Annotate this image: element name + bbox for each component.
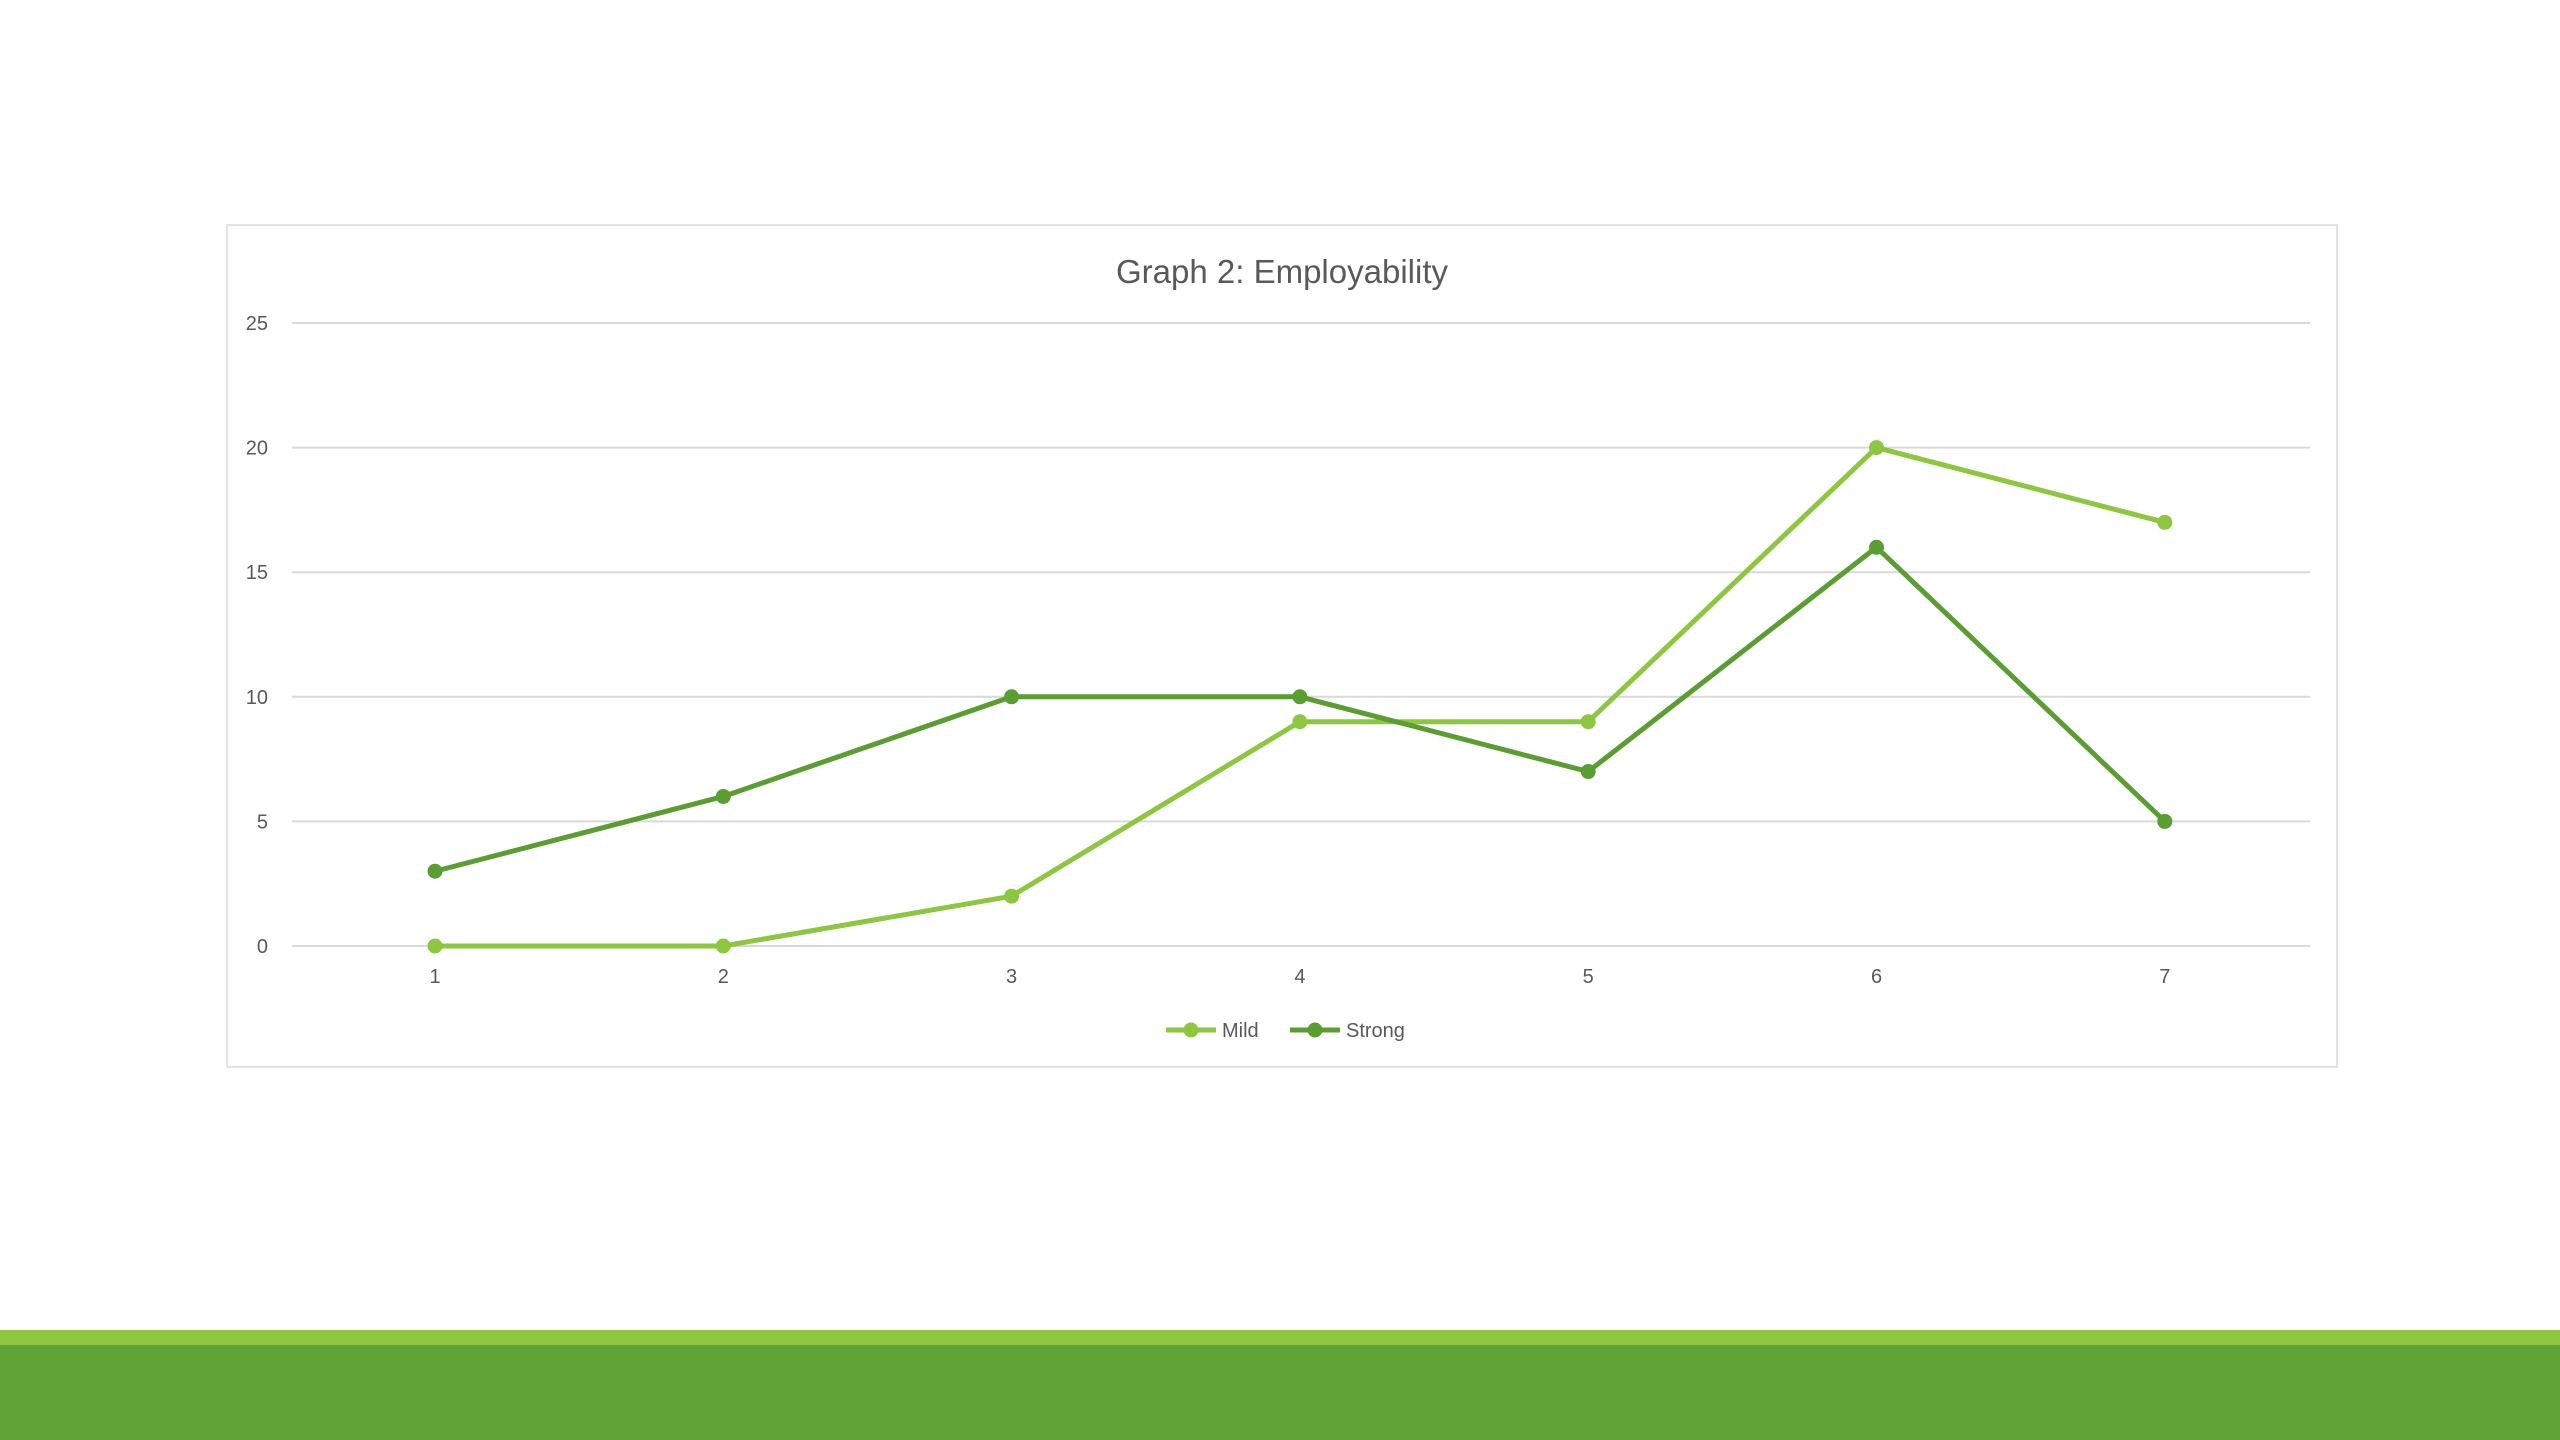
footer-band xyxy=(0,1345,2560,1440)
data-point xyxy=(427,863,443,879)
legend-swatch-marker xyxy=(1307,1022,1323,1038)
x-tick-label: 6 xyxy=(1871,966,1882,988)
y-tick-label: 15 xyxy=(246,562,268,584)
x-tick-label: 5 xyxy=(1583,966,1594,988)
data-point xyxy=(1580,764,1596,780)
x-tick-label: 1 xyxy=(429,966,440,988)
data-point xyxy=(715,938,731,954)
data-point xyxy=(1869,539,1884,555)
chart-frame: Graph 2: Employability 0 5 10 15 20 25 1 2 3 4 5 6… xyxy=(226,224,2338,1068)
chart-title: Graph 2: Employability xyxy=(1116,253,1448,290)
y-tick-label: 10 xyxy=(246,687,268,709)
series-line xyxy=(432,544,2168,874)
y-axis-ticks: 0 5 10 15 20 25 xyxy=(246,313,268,958)
gridlines xyxy=(292,322,2310,947)
data-point xyxy=(1004,689,1020,705)
legend-label: Strong xyxy=(1346,1020,1405,1042)
legend-item: Mild xyxy=(1166,1020,1259,1042)
data-point xyxy=(427,938,443,954)
series-lines xyxy=(427,440,2173,954)
data-point xyxy=(1292,689,1308,705)
y-tick-label: 25 xyxy=(246,313,268,335)
data-point xyxy=(715,788,731,804)
line-chart: Graph 2: Employability 0 5 10 15 20 25 1 2 3 4 5 6… xyxy=(246,253,2310,1042)
x-axis-ticks: 1 2 3 4 5 6 7 xyxy=(429,966,2170,988)
x-tick-label: 4 xyxy=(1294,966,1305,988)
data-point xyxy=(1004,888,1020,904)
x-tick-label: 2 xyxy=(718,966,729,988)
legend-label: Mild xyxy=(1222,1020,1259,1042)
data-point xyxy=(2157,813,2173,829)
y-tick-label: 5 xyxy=(257,811,268,833)
data-point xyxy=(1580,714,1596,730)
data-point xyxy=(2157,514,2173,530)
y-tick-label: 0 xyxy=(257,936,268,958)
data-point xyxy=(1292,714,1308,730)
footer-accent-band xyxy=(0,1330,2560,1345)
legend-item: Strong xyxy=(1290,1020,1405,1042)
legend: Mild Strong xyxy=(1166,1020,1405,1042)
series-mild xyxy=(427,440,2173,954)
series-strong xyxy=(427,539,2173,879)
legend-swatch-marker xyxy=(1183,1022,1199,1038)
data-point xyxy=(1869,440,1884,456)
y-tick-label: 20 xyxy=(246,438,268,460)
x-tick-label: 3 xyxy=(1006,966,1017,988)
x-tick-label: 7 xyxy=(2159,966,2170,988)
